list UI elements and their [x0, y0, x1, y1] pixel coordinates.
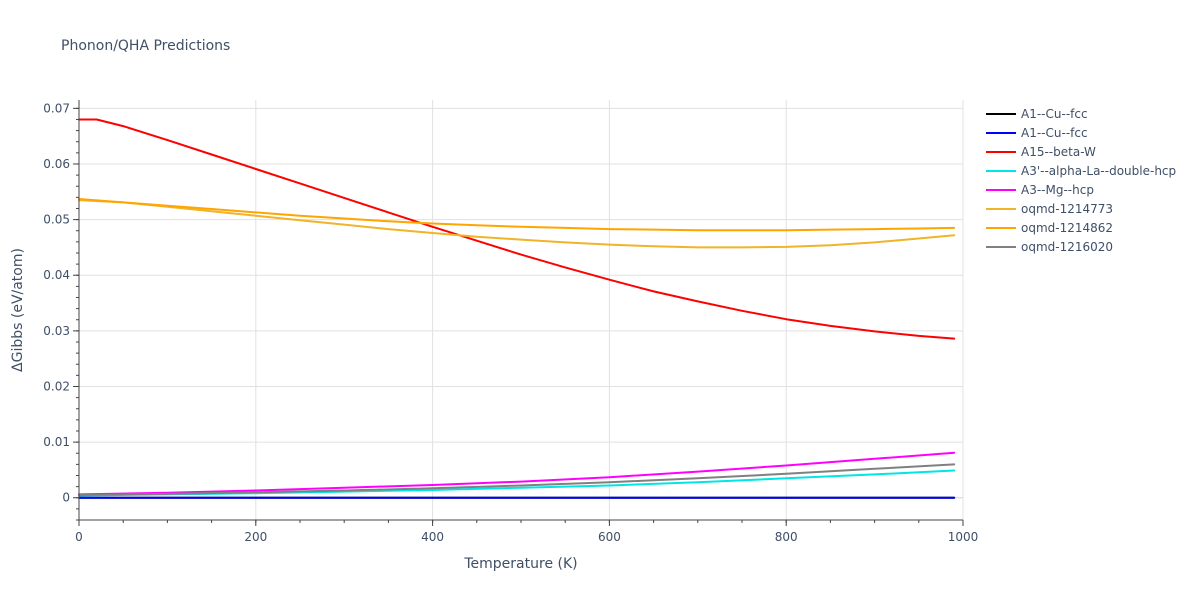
legend-item[interactable]: A3--Mg--hcp [986, 183, 1094, 197]
chart-title: Phonon/QHA Predictions [61, 38, 230, 54]
x-tick-label: 200 [244, 530, 267, 544]
legend-label: A1--Cu--fcc [1021, 107, 1088, 121]
x-tick-label: 0 [75, 530, 83, 544]
x-axis-title: Temperature (K) [463, 556, 577, 572]
y-tick-label: 0.03 [43, 324, 70, 338]
x-tick-label: 1000 [948, 530, 979, 544]
legend-label: oqmd-1214862 [1021, 221, 1113, 235]
legend[interactable]: A1--Cu--fcc A1--Cu--fcc A15--beta-W A3'--al… [986, 107, 1176, 254]
grid-layer [79, 100, 964, 520]
x-tick-label: 400 [421, 530, 444, 544]
y-tick-label: 0.07 [43, 101, 70, 115]
legend-item[interactable]: oqmd-1214773 [986, 202, 1113, 216]
legend-item[interactable]: oqmd-1214862 [986, 221, 1113, 235]
series-line-7[interactable] [78, 463, 956, 496]
legend-item[interactable]: A1--Cu--fcc [986, 107, 1088, 121]
legend-label: A1--Cu--fcc [1021, 126, 1088, 140]
y-tick-label: 0 [62, 491, 70, 505]
legend-label: oqmd-1214773 [1021, 202, 1113, 216]
tick-layer: 0 200 400 600 800 1000 0 0.01 0.02 0.03 0.04 0.05 0.… [43, 101, 978, 544]
legend-label: A15--beta-W [1021, 145, 1096, 159]
axes-layer [78, 100, 963, 521]
y-tick-label: 0.04 [43, 268, 70, 282]
series-line-6[interactable] [78, 198, 956, 232]
legend-item[interactable]: A1--Cu--fcc [986, 126, 1088, 140]
y-axis-title: ΔGibbs (eV/atom) [10, 248, 26, 372]
series-line-2[interactable] [78, 118, 956, 340]
x-tick-label: 800 [775, 530, 798, 544]
y-tick-label: 0.02 [43, 379, 70, 393]
legend-label: A3'--alpha-La--double-hcp [1021, 164, 1176, 178]
series-layer[interactable] [78, 118, 956, 499]
x-tick-label: 600 [598, 530, 621, 544]
y-tick-label: 0.05 [43, 213, 70, 227]
legend-item[interactable]: A3'--alpha-La--double-hcp [986, 164, 1176, 178]
series-line-5[interactable] [78, 199, 956, 249]
legend-item[interactable]: A15--beta-W [986, 145, 1096, 159]
y-tick-label: 0.01 [43, 435, 70, 449]
series-line-4[interactable] [78, 451, 956, 496]
y-tick-label: 0.06 [43, 157, 70, 171]
legend-label: A3--Mg--hcp [1021, 183, 1094, 197]
legend-item[interactable]: oqmd-1216020 [986, 240, 1113, 254]
legend-label: oqmd-1216020 [1021, 240, 1113, 254]
